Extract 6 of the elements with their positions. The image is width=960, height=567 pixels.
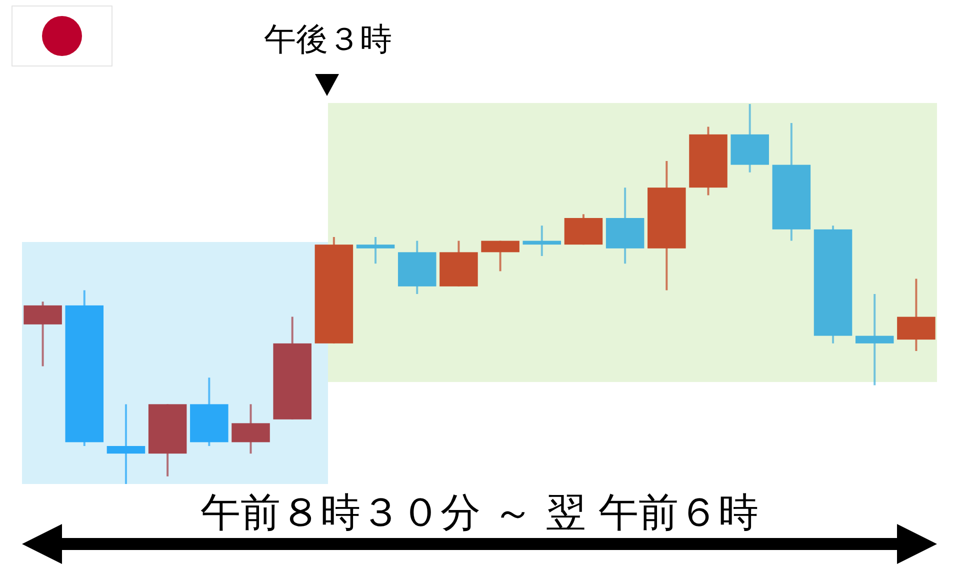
- text: 午前８時３０分 ～ 翌 午前６時: [200, 490, 759, 536]
- text: 午後３時: [264, 20, 392, 58]
- candlestick: [356, 236, 395, 265]
- candlestick: [106, 403, 146, 485]
- candlestick: [522, 224, 562, 257]
- candlestick: [855, 293, 894, 386]
